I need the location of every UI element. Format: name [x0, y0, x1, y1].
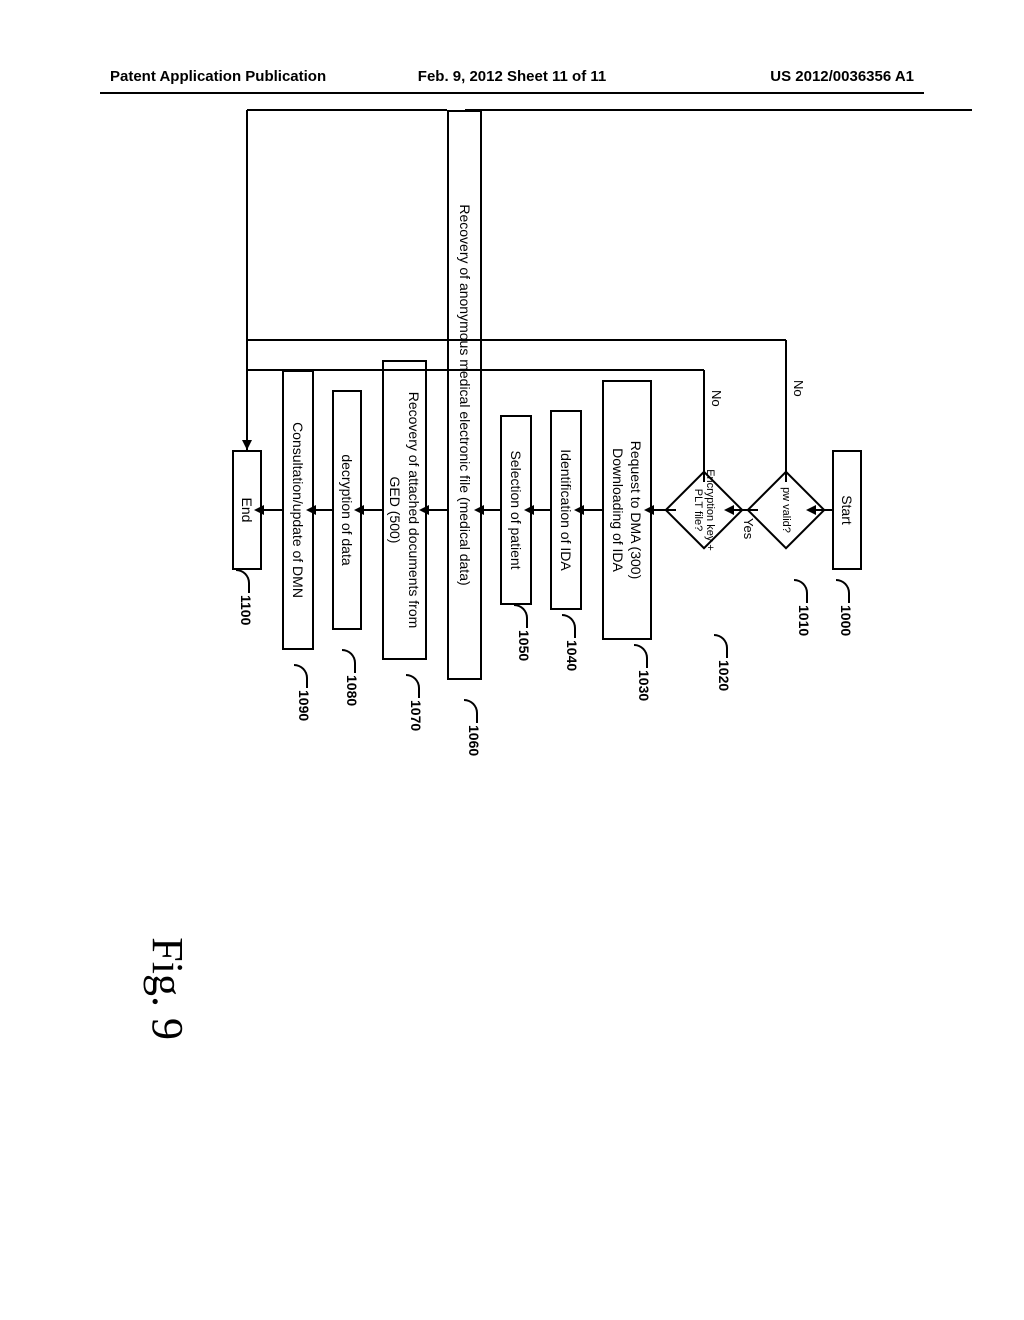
ref-leader-1000: [836, 579, 850, 603]
ref-leader-1100: [236, 569, 250, 593]
figure-label: Fig. 9: [142, 937, 193, 1040]
ref-label-1030: 1030: [636, 670, 652, 701]
ref-leader-1010: [794, 579, 808, 603]
ref-leader-1090: [294, 664, 308, 688]
ref-leader-1050: [514, 604, 528, 628]
node-start: Start: [832, 450, 862, 570]
ref-leader-1020: [714, 634, 728, 658]
ref-leader-1070: [406, 674, 420, 698]
ref-label-1070: 1070: [408, 700, 424, 731]
ref-leader-1060: [464, 699, 478, 723]
ref-leader-1040: [562, 614, 576, 638]
ref-label-1000: 1000: [838, 605, 854, 636]
ref-label-1050: 1050: [516, 630, 532, 661]
ref-leader-1030: [634, 644, 648, 668]
node-rec: Recovery of anonymous medical electronic…: [447, 110, 482, 680]
ref-label-1090: 1090: [296, 690, 312, 721]
ref-label-1020: 1020: [716, 660, 732, 691]
ref-label-1100: 1100: [238, 595, 254, 625]
ref-label-1040: 1040: [564, 640, 580, 671]
ref-leader-1080: [342, 649, 356, 673]
ref-label-1010: 1010: [796, 605, 812, 636]
flowchart-diagram: Startpw valid?Encryption key + PLT file?…: [202, 60, 822, 960]
ref-label-1060: 1060: [466, 725, 482, 756]
ref-label-1080: 1080: [344, 675, 360, 706]
